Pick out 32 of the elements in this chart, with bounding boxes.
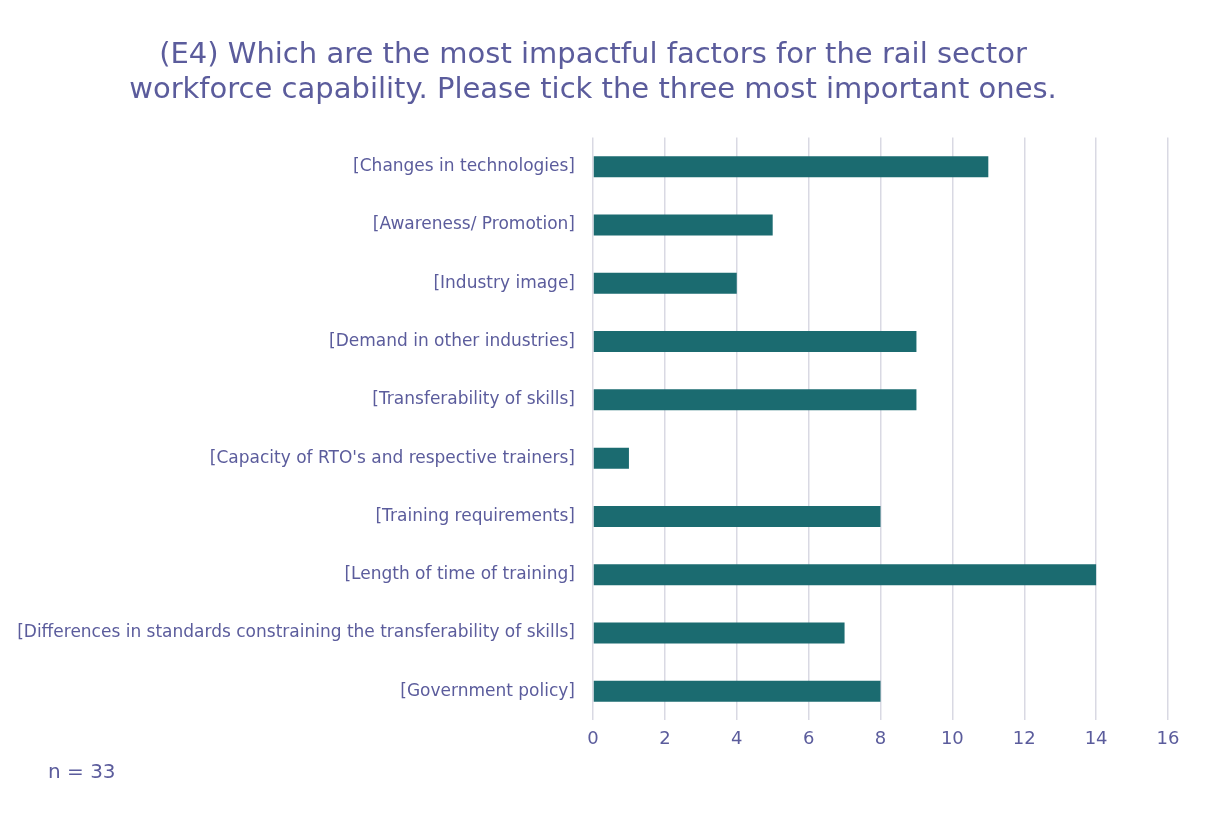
x-tick-label: 10 [940, 726, 964, 748]
x-tick-label: 2 [659, 726, 671, 748]
bar [593, 272, 737, 294]
text: n = 33 [48, 759, 116, 783]
bar [593, 505, 881, 527]
x-tick-label: 16 [1156, 726, 1180, 748]
y-tick-label: [Changes in technologies] [353, 155, 575, 176]
y-tick-label: [Demand in other industries] [329, 330, 575, 350]
y-tick-label: [Capacity of RTO's and respective trainers] [209, 446, 575, 467]
text: workforce capability. Please tick the three most important ones. [129, 70, 1057, 105]
y-tick-label: [Government policy] [400, 679, 575, 700]
x-tick-label: 12 [1012, 726, 1036, 748]
y-tick-label: [Length of time of training] [344, 563, 575, 584]
bar [593, 447, 629, 469]
bar [593, 156, 989, 178]
bar [593, 389, 917, 411]
y-tick-label: [Transferability of skills] [372, 388, 575, 409]
x-tick-label: 6 [802, 726, 815, 748]
y-tick-label: [Industry image] [433, 271, 575, 292]
y-tick-label: [Differences in standards constraining the transferability of skills] [17, 621, 575, 642]
bar [593, 622, 845, 644]
y-tick-label: [Awareness/ Promotion] [372, 213, 575, 234]
x-tick-label: 0 [587, 726, 599, 748]
x-tick-label: 8 [874, 726, 887, 748]
bar [593, 214, 773, 236]
text: (E4) Which are the most impactful factors for the rail sector [159, 35, 1027, 70]
x-tick-label: 14 [1084, 726, 1108, 748]
x-tick-label: 4 [731, 726, 743, 748]
y-tick-label: [Training requirements] [375, 504, 575, 525]
bar [593, 331, 917, 353]
bar [593, 564, 1097, 586]
bar [593, 680, 881, 702]
